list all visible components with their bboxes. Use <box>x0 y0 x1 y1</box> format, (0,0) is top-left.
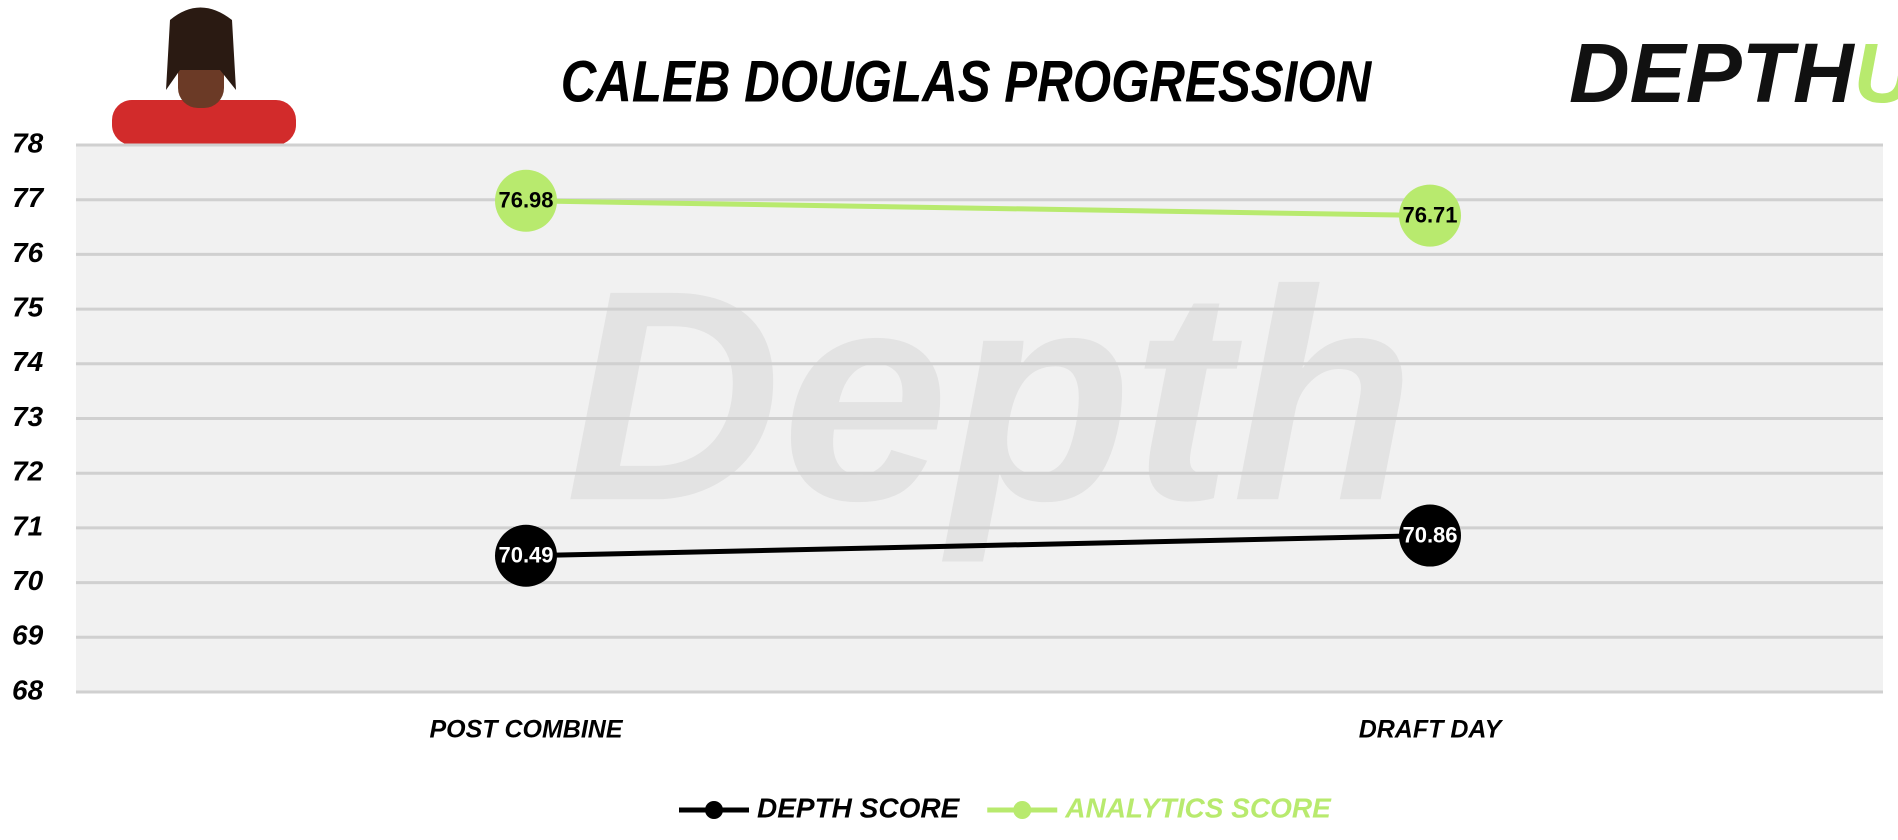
logo: DEPTHU <box>1569 26 1898 120</box>
value-label: 76.71 <box>1402 202 1457 227</box>
x-tick-label: POST COMBINE <box>429 716 623 744</box>
y-tick-label: 75 <box>12 291 44 322</box>
y-tick-label: 72 <box>12 456 44 487</box>
y-tick-label: 68 <box>12 674 44 705</box>
y-tick-label: 78 <box>12 127 44 158</box>
x-tick-label: DRAFT DAY <box>1359 716 1504 744</box>
logo-accent: U <box>1854 26 1898 120</box>
y-tick-label: 70 <box>12 565 44 596</box>
y-tick-label: 71 <box>12 510 43 541</box>
y-tick-label: 76 <box>12 237 44 268</box>
point <box>495 524 557 587</box>
logo-text: DEPTH <box>1569 26 1856 120</box>
legend-marker <box>705 801 723 819</box>
value-label: 76.98 <box>498 188 553 213</box>
legend-label: DEPTH SCORE <box>757 792 961 823</box>
player-photo <box>112 7 296 145</box>
y-tick-label: 74 <box>12 346 44 377</box>
series-line <box>525 533 1431 559</box>
chart-title: CALEB DOUGLAS PROGRESSION <box>561 50 1373 115</box>
legend-label: ANALYTICS SCORE <box>1064 792 1332 823</box>
y-tick-label: 69 <box>12 620 44 651</box>
watermark: Depth <box>565 227 1415 565</box>
point <box>495 169 557 232</box>
legend-marker <box>1013 801 1032 819</box>
point <box>1399 184 1461 247</box>
value-label: 70.49 <box>498 543 553 568</box>
series-line <box>525 198 1431 219</box>
y-tick-label: 73 <box>12 401 44 432</box>
y-tick-label: 77 <box>12 182 45 213</box>
value-label: 70.86 <box>1402 522 1457 547</box>
point <box>1399 504 1461 567</box>
